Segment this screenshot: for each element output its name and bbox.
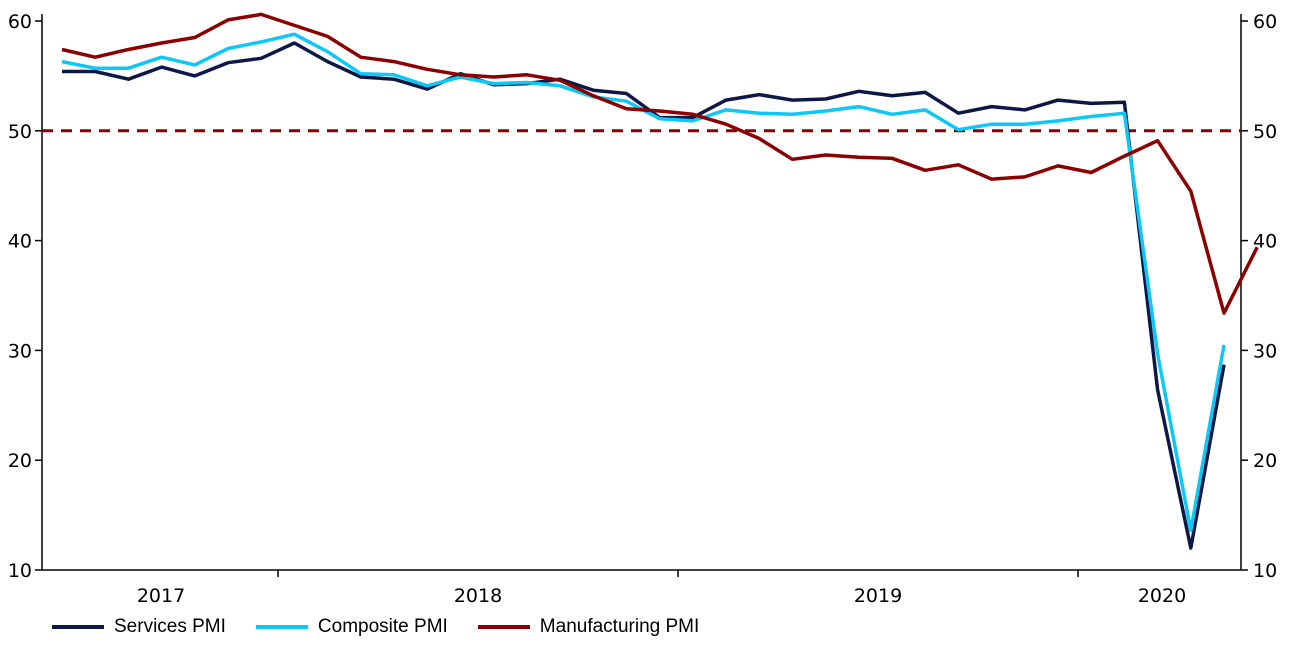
left-y-tick-label: 50 <box>8 121 32 143</box>
legend-label-composite: Composite PMI <box>317 616 448 637</box>
right-y-tick-label: 30 <box>1253 340 1277 362</box>
right-y-tick-label: 10 <box>1253 560 1277 582</box>
left-y-tick-label: 20 <box>8 450 32 472</box>
services-pmi-line <box>62 41 1226 550</box>
legend-swatch-composite <box>255 625 308 629</box>
right-y-tick-label: 40 <box>1253 231 1277 253</box>
legend-swatch-services <box>52 625 104 629</box>
right-y-tick-label: 20 <box>1253 450 1277 472</box>
left-y-tick-label: 60 <box>8 11 32 33</box>
legend-item-composite: Composite PMI <box>255 616 448 638</box>
legend-swatch-manufacturing <box>477 625 530 629</box>
left-y-tick-label: 10 <box>8 560 32 582</box>
left-y-tick-label: 40 <box>8 231 32 253</box>
left-y-tick-label: 30 <box>8 340 32 362</box>
x-year-label: 2020 <box>1138 585 1186 607</box>
legend-label-manufacturing: Manufacturing PMI <box>539 616 700 637</box>
legend-label-services: Services PMI <box>114 616 226 637</box>
manufacturing-pmi-line <box>61 12 1259 315</box>
right-y-tick-label: 60 <box>1253 11 1277 33</box>
legend-item-manufacturing: Manufacturing PMI <box>477 616 700 638</box>
legend: Services PMI Composite PMI Manufacturing… <box>52 616 729 638</box>
x-year-label: 2018 <box>454 585 502 607</box>
legend-item-services: Services PMI <box>52 616 226 638</box>
x-year-label: 2019 <box>854 585 902 607</box>
x-year-label: 2017 <box>137 585 185 607</box>
right-y-tick-label: 50 <box>1253 121 1277 143</box>
